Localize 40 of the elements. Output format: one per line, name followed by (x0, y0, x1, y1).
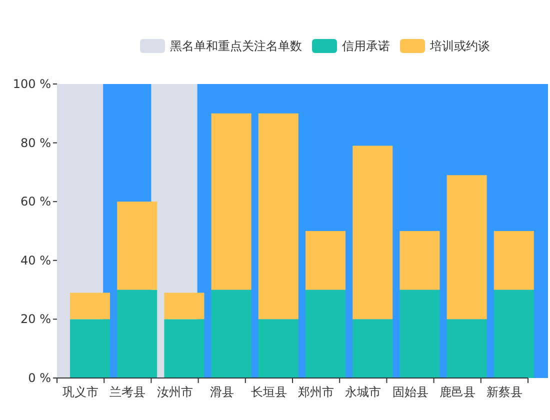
y-tick-label: 40 % (20, 253, 51, 268)
bar (494, 290, 534, 378)
bar (306, 290, 346, 378)
legend-label: 信用承诺 (342, 39, 390, 53)
bar (211, 113, 252, 290)
bar (400, 231, 440, 290)
bar (400, 290, 440, 378)
bar (352, 146, 393, 320)
x-tick-label: 永城市 (345, 385, 382, 399)
y-tick-label: 0 % (28, 371, 51, 385)
legend-label: 黑名单和重点关注名单数 (170, 39, 302, 53)
x-tick-label: 固始县 (392, 385, 428, 399)
x-tick-label: 兰考县 (110, 385, 146, 399)
bar (306, 231, 346, 290)
x-tick-label: 汝州市 (156, 385, 193, 399)
bar (164, 319, 204, 378)
x-tick-label: 鹿邑县 (439, 385, 476, 399)
bar (446, 175, 487, 320)
legend: 黑名单和重点关注名单数 (140, 39, 302, 53)
bar (446, 319, 487, 378)
bar (117, 202, 158, 290)
legend-label: 培训或约谈 (429, 39, 490, 53)
y-tick-label: 20 % (20, 312, 51, 326)
bar (70, 319, 110, 378)
x-tick-label: 新蔡县 (486, 385, 522, 399)
x-tick-label: 长垣县 (250, 385, 287, 399)
y-tick-label: 60 % (20, 194, 51, 209)
bar (258, 319, 298, 378)
y-tick-label: 80 % (20, 136, 51, 150)
bar (258, 113, 298, 320)
bar (494, 231, 534, 290)
x-tick-label: 郑州市 (298, 385, 334, 399)
bar (70, 292, 110, 320)
bar (352, 319, 393, 378)
bar (164, 292, 204, 320)
bar (117, 290, 158, 378)
x-tick-label: 滑县 (210, 385, 234, 399)
x-tick-label: 巩义市 (62, 385, 99, 399)
y-tick-label: 100 % (12, 77, 51, 91)
bar (211, 290, 252, 378)
